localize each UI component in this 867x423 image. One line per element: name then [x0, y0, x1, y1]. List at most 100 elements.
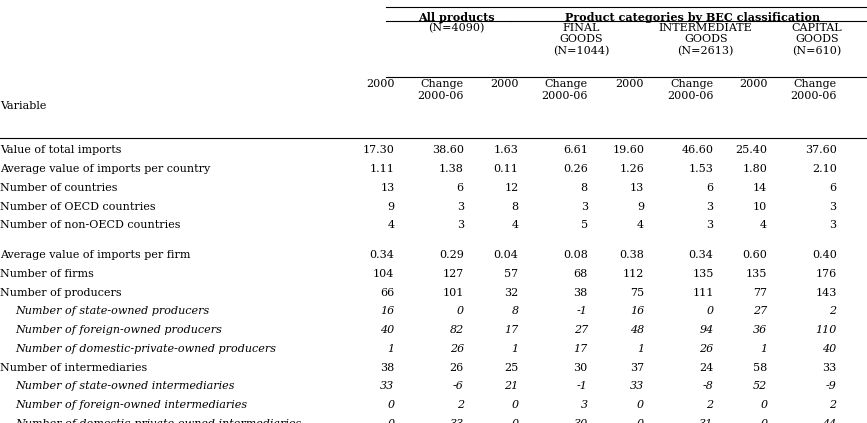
Text: 31: 31 — [700, 419, 714, 423]
Text: 3: 3 — [830, 220, 837, 230]
Text: 16: 16 — [630, 306, 644, 316]
Text: 6.61: 6.61 — [563, 145, 588, 155]
Text: -9: -9 — [825, 381, 837, 391]
Text: 36: 36 — [753, 325, 767, 335]
Text: Number of producers: Number of producers — [0, 288, 121, 297]
Text: 57: 57 — [505, 269, 518, 279]
Text: 27: 27 — [574, 325, 588, 335]
Text: 0.34: 0.34 — [688, 250, 714, 260]
Text: 2000: 2000 — [490, 79, 518, 89]
Text: Number of domestic-private-owned producers: Number of domestic-private-owned produce… — [16, 344, 277, 354]
Text: 1.26: 1.26 — [619, 164, 644, 174]
Text: 37: 37 — [630, 363, 644, 373]
Text: 1: 1 — [760, 344, 767, 354]
Text: 33: 33 — [630, 381, 644, 391]
Text: INTERMEDIATE
GOODS
(N=2613): INTERMEDIATE GOODS (N=2613) — [659, 23, 753, 56]
Text: 25.40: 25.40 — [735, 145, 767, 155]
Text: 0.34: 0.34 — [369, 250, 394, 260]
Text: 33: 33 — [823, 363, 837, 373]
Text: 110: 110 — [815, 325, 837, 335]
Text: 13: 13 — [381, 183, 394, 193]
Text: 58: 58 — [753, 363, 767, 373]
Text: 30: 30 — [574, 363, 588, 373]
Text: 6: 6 — [830, 183, 837, 193]
Text: Product categories by BEC classification: Product categories by BEC classification — [565, 12, 820, 23]
Text: 4: 4 — [388, 220, 394, 230]
Text: Number of state-owned producers: Number of state-owned producers — [16, 306, 210, 316]
Text: 8: 8 — [581, 183, 588, 193]
Text: Change
2000-06: Change 2000-06 — [417, 79, 464, 101]
Text: Variable: Variable — [0, 101, 46, 111]
Text: 52: 52 — [753, 381, 767, 391]
Text: Number of state-owned intermediaries: Number of state-owned intermediaries — [16, 381, 235, 391]
Text: Average value of imports per firm: Average value of imports per firm — [0, 250, 191, 260]
Text: 37.60: 37.60 — [805, 145, 837, 155]
Text: Average value of imports per country: Average value of imports per country — [0, 164, 211, 174]
Text: -1: -1 — [577, 381, 588, 391]
Text: 82: 82 — [450, 325, 464, 335]
Text: 32: 32 — [505, 288, 518, 297]
Text: 9: 9 — [637, 201, 644, 212]
Text: 17: 17 — [505, 325, 518, 335]
Text: 0.08: 0.08 — [563, 250, 588, 260]
Text: 1.53: 1.53 — [688, 164, 714, 174]
Text: 3: 3 — [581, 201, 588, 212]
Text: Number of foreign-owned intermediaries: Number of foreign-owned intermediaries — [16, 400, 248, 410]
Text: 101: 101 — [442, 288, 464, 297]
Text: 24: 24 — [700, 363, 714, 373]
Text: 12: 12 — [505, 183, 518, 193]
Text: 0: 0 — [457, 306, 464, 316]
Text: 40: 40 — [381, 325, 394, 335]
Text: 13: 13 — [630, 183, 644, 193]
Text: 30: 30 — [574, 419, 588, 423]
Text: 14: 14 — [753, 183, 767, 193]
Text: 94: 94 — [700, 325, 714, 335]
Text: 1.11: 1.11 — [369, 164, 394, 174]
Text: -8: -8 — [702, 381, 714, 391]
Text: 19.60: 19.60 — [612, 145, 644, 155]
Text: (N=4090): (N=4090) — [428, 23, 485, 33]
Text: 2000: 2000 — [366, 79, 394, 89]
Text: 75: 75 — [630, 288, 644, 297]
Text: 2.10: 2.10 — [812, 164, 837, 174]
Text: 8: 8 — [512, 306, 518, 316]
Text: 0: 0 — [637, 400, 644, 410]
Text: 3: 3 — [707, 201, 714, 212]
Text: 1: 1 — [388, 344, 394, 354]
Text: 0: 0 — [760, 400, 767, 410]
Text: 2: 2 — [707, 400, 714, 410]
Text: 135: 135 — [692, 269, 714, 279]
Text: Number of non-OECD countries: Number of non-OECD countries — [0, 220, 180, 230]
Text: 4: 4 — [637, 220, 644, 230]
Text: 104: 104 — [373, 269, 394, 279]
Text: 1: 1 — [512, 344, 518, 354]
Text: 26: 26 — [700, 344, 714, 354]
Text: Number of domestic-private-owned intermediaries: Number of domestic-private-owned interme… — [16, 419, 302, 423]
Text: 135: 135 — [746, 269, 767, 279]
Text: 0: 0 — [637, 419, 644, 423]
Text: 0: 0 — [512, 400, 518, 410]
Text: 17.30: 17.30 — [362, 145, 394, 155]
Text: Number of intermediaries: Number of intermediaries — [0, 363, 147, 373]
Text: 2000: 2000 — [739, 79, 767, 89]
Text: 27: 27 — [753, 306, 767, 316]
Text: 3: 3 — [457, 220, 464, 230]
Text: 0: 0 — [388, 419, 394, 423]
Text: 0.11: 0.11 — [493, 164, 518, 174]
Text: 5: 5 — [581, 220, 588, 230]
Text: 2: 2 — [830, 306, 837, 316]
Text: 8: 8 — [512, 201, 518, 212]
Text: 176: 176 — [815, 269, 837, 279]
Text: 3: 3 — [457, 201, 464, 212]
Text: 112: 112 — [623, 269, 644, 279]
Text: 40: 40 — [823, 344, 837, 354]
Text: 1.38: 1.38 — [439, 164, 464, 174]
Text: 127: 127 — [442, 269, 464, 279]
Text: 6: 6 — [707, 183, 714, 193]
Text: 143: 143 — [815, 288, 837, 297]
Text: Change
2000-06: Change 2000-06 — [790, 79, 837, 101]
Text: Number of foreign-owned producers: Number of foreign-owned producers — [16, 325, 223, 335]
Text: 0.29: 0.29 — [439, 250, 464, 260]
Text: 0: 0 — [388, 400, 394, 410]
Text: 46.60: 46.60 — [681, 145, 714, 155]
